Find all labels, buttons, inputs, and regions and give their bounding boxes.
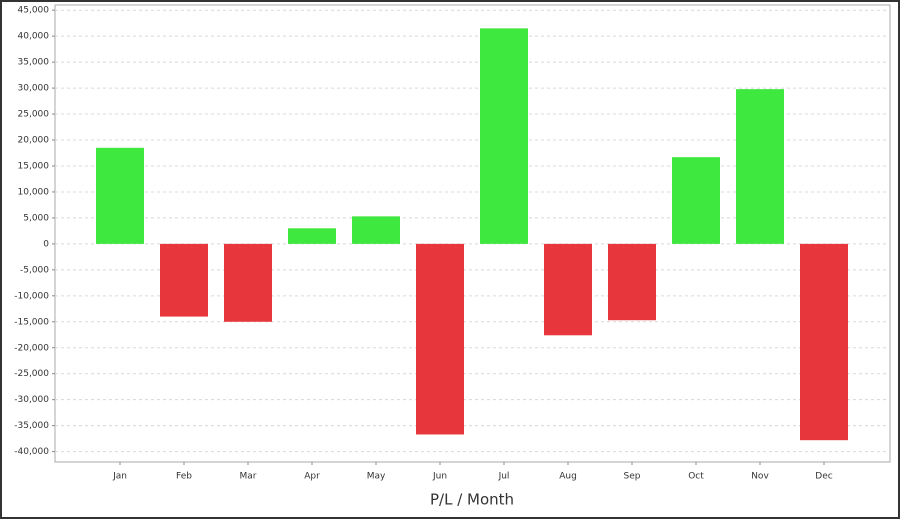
y-tick-label: -40,000 xyxy=(14,447,49,457)
bar xyxy=(416,243,464,435)
x-tick-label: Nov xyxy=(751,472,769,482)
x-tick-label: Jan xyxy=(112,472,127,482)
bar xyxy=(96,147,144,244)
bar xyxy=(608,243,656,321)
bar xyxy=(224,243,272,322)
y-tick-label: -35,000 xyxy=(14,421,49,431)
bar xyxy=(736,89,784,244)
x-tick-label: Aug xyxy=(559,472,577,482)
x-tick-label: Oct xyxy=(688,472,704,482)
x-tick-label: Jul xyxy=(498,472,510,482)
bar xyxy=(160,243,208,317)
bar xyxy=(480,28,528,244)
y-tick-label: 40,000 xyxy=(18,32,50,42)
bar xyxy=(800,243,848,441)
y-tick-label: -30,000 xyxy=(14,395,49,405)
x-axis-label: P/L / Month xyxy=(430,491,514,509)
x-tick-label: Feb xyxy=(176,472,192,482)
x-tick-label: Sep xyxy=(624,472,641,482)
y-tick-label: -10,000 xyxy=(14,291,49,301)
y-tick-label: -20,000 xyxy=(14,343,49,353)
bar xyxy=(288,228,336,244)
y-tick-label: 10,000 xyxy=(18,187,50,197)
x-tick-label: Mar xyxy=(240,472,257,482)
y-tick-label: -15,000 xyxy=(14,317,49,327)
y-tick-label: 20,000 xyxy=(18,136,50,146)
bar xyxy=(672,157,720,244)
x-tick-label: Apr xyxy=(304,472,320,482)
y-tick-label: -5,000 xyxy=(20,265,49,275)
bar xyxy=(352,216,400,244)
y-tick-label: 45,000 xyxy=(18,6,50,16)
y-tick-label: 15,000 xyxy=(18,161,50,171)
y-tick-label: 5,000 xyxy=(23,213,49,223)
y-tick-label: 0 xyxy=(43,239,49,249)
x-tick-label: Jun xyxy=(432,472,447,482)
bar xyxy=(544,243,592,336)
y-tick-label: 30,000 xyxy=(18,84,50,94)
x-tick-label: Dec xyxy=(815,472,832,482)
x-tick-label: May xyxy=(367,472,386,482)
y-tick-label: -25,000 xyxy=(14,369,49,379)
y-tick-label: 25,000 xyxy=(18,110,50,120)
y-tick-label: 35,000 xyxy=(18,58,50,68)
